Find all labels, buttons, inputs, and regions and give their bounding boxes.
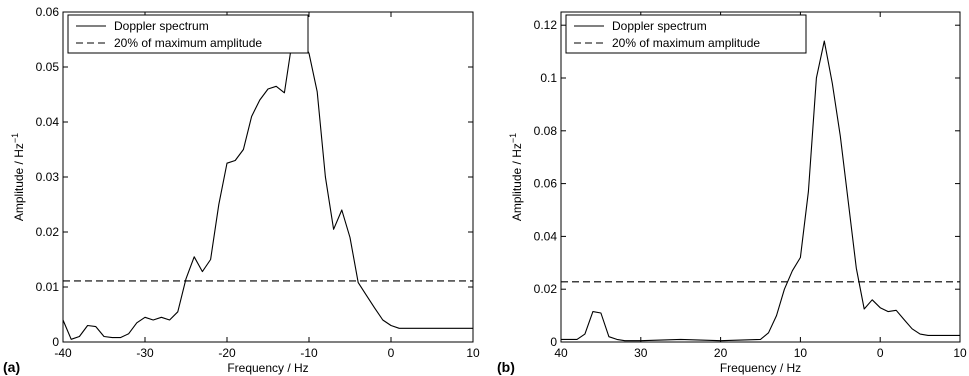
- chart-b-legend-box: [565, 14, 807, 54]
- chart-a-legend-box: [67, 14, 309, 54]
- chart-a-x-axis-label: Frequency / Hz: [227, 361, 308, 375]
- chart-a-panel-label: (a): [3, 359, 20, 375]
- chart-a-x-tick-label: 0: [388, 346, 395, 360]
- chart-b-plot-frame: [560, 11, 961, 343]
- chart-a-y-tick-label: 0.02: [36, 225, 60, 239]
- chart-a-plot-frame: [62, 11, 474, 343]
- chart-b-panel-label: (b): [497, 359, 515, 375]
- chart-a-legend-label: Doppler spectrum: [114, 19, 209, 33]
- chart-b-x-tick-label: 10: [794, 346, 808, 360]
- chart-b-x-tick-label: 0: [877, 346, 884, 360]
- chart-b-legend-label: Doppler spectrum: [612, 19, 707, 33]
- chart-b-legend-label: 20% of maximum amplitude: [612, 36, 760, 50]
- chart-a-y-tick-label: 0.05: [36, 60, 60, 74]
- chart-a-y-axis-label: Amplitude / Hz−1: [10, 133, 26, 221]
- chart-b-y-tick-label: 0.06: [534, 177, 558, 191]
- chart-a-y-tick-label: 0.04: [36, 115, 60, 129]
- chart-a-x-tick-label: -40: [54, 346, 72, 360]
- chart-b-x-tick-label: 30: [634, 346, 648, 360]
- chart-b-y-tick-label: 0.04: [534, 229, 558, 243]
- chart-b-x-tick-label: 40: [554, 346, 568, 360]
- chart-a-spectrum-line: [62, 37, 473, 340]
- chart-a-legend-label: 20% of maximum amplitude: [114, 36, 262, 50]
- chart-a-x-tick-label: -30: [136, 346, 154, 360]
- chart-b-y-tick-label: 0.12: [534, 18, 558, 32]
- chart-a-y-tick-label: 0: [52, 335, 59, 349]
- chart-b-y-tick-label: 0.02: [534, 282, 558, 296]
- chart-b-x-tick-label: 10: [953, 346, 967, 360]
- chart-a-y-tick-label: 0.06: [36, 5, 60, 19]
- chart-b: 40 30 20 10 0 10 0 0.02 0.04 0.06 0.08 0.1 0.12 Frequ…: [497, 11, 967, 375]
- chart-a-x-tick-label: 10: [466, 346, 480, 360]
- chart-a-y-tick-label: 0.01: [36, 280, 60, 294]
- chart-a-y-tick-label: 0.03: [36, 170, 60, 184]
- chart-a: -40 -30 -20 -10 0 10 0 0.01 0.02 0.03 0.04 0.05 0.06…: [3, 5, 480, 375]
- chart-b-y-tick-label: 0: [550, 335, 557, 349]
- chart-b-x-tick-label: 20: [714, 346, 728, 360]
- chart-b-y-tick-label: 0.1: [540, 71, 557, 85]
- chart-a-x-tick-label: -20: [218, 346, 236, 360]
- chart-b-y-axis-label: Amplitude / Hz−1: [508, 133, 524, 221]
- chart-b-x-axis-label: Frequency / Hz: [720, 361, 801, 375]
- chart-b-spectrum-line: [561, 40, 960, 342]
- chart-b-y-tick-label: 0.08: [534, 124, 558, 138]
- chart-a-x-tick-label: -10: [300, 346, 318, 360]
